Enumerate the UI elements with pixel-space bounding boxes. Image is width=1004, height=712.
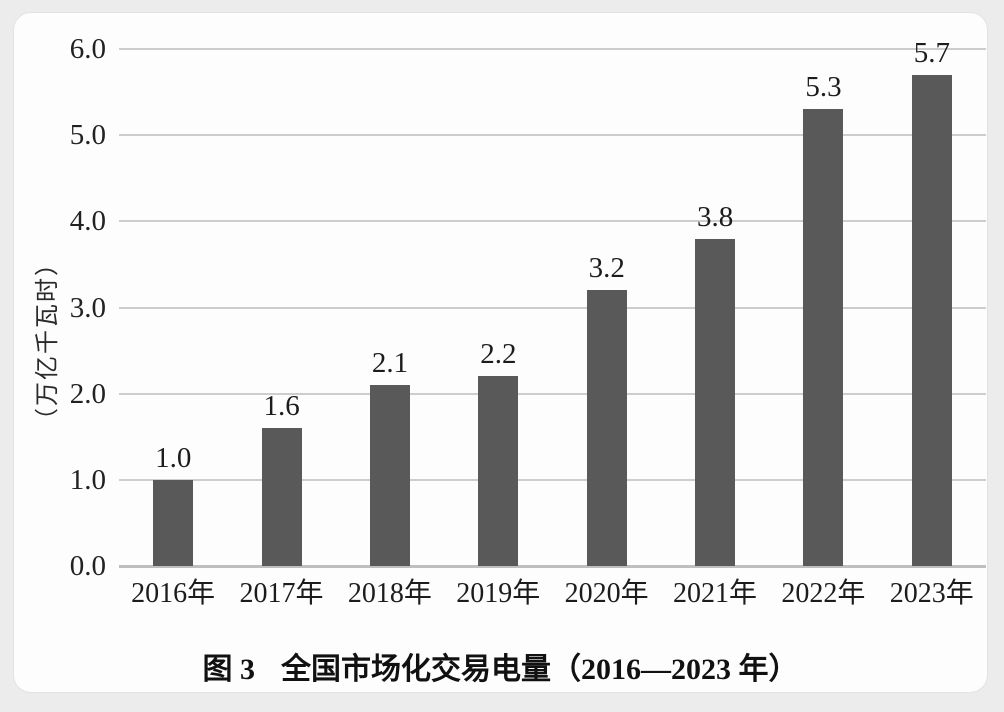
x-axis-line — [119, 565, 986, 568]
x-tick-label: 2016年 — [131, 578, 216, 609]
bar — [369, 385, 410, 566]
gridline — [119, 134, 986, 137]
x-tick-label: 2022年 — [781, 578, 866, 609]
y-tick-label: 0.0 — [69, 550, 106, 582]
y-tick-label: 2.0 — [69, 377, 106, 410]
bar — [153, 479, 194, 566]
y-tick-label: 6.0 — [69, 33, 106, 65]
x-tick-label: 2023年 — [889, 578, 974, 609]
gridline — [119, 220, 986, 223]
bar — [478, 376, 519, 566]
y-tick-label: 3.0 — [69, 291, 106, 324]
x-tick-label: 2020年 — [564, 578, 649, 609]
y-axis-title: （万亿千瓦时） — [35, 250, 61, 432]
bar — [911, 74, 952, 566]
x-tick-label: 2019年 — [456, 578, 541, 609]
y-tick-label: 1.0 — [69, 463, 106, 496]
figure-card: （万亿千瓦时） 0.0 1.0 2.0 3.0 4.0 5.0 6.0 1.0 2016年 1.6… — [13, 12, 988, 693]
bar-chart: （万亿千瓦时） 0.0 1.0 2.0 3.0 4.0 5.0 6.0 1.0 2016年 1.6… — [14, 13, 987, 692]
bar-value-label: 5.7 — [913, 36, 950, 69]
bar — [695, 238, 736, 566]
bar — [803, 109, 844, 566]
gridline — [119, 48, 986, 50]
gridline — [119, 478, 986, 481]
gridline — [119, 392, 986, 395]
figure-title: 全国市场化交易电量（2016—2023 年） — [281, 653, 799, 686]
bar-value-label: 2.1 — [371, 347, 409, 380]
bar-value-label: 3.2 — [588, 252, 625, 285]
figure-number: 图 3 — [202, 653, 256, 686]
y-tick-label: 5.0 — [69, 119, 106, 152]
x-tick-label: 2017年 — [239, 578, 324, 609]
bar — [586, 290, 627, 566]
bar-value-label: 5.3 — [805, 71, 842, 104]
bar-value-label: 2.2 — [480, 338, 517, 371]
y-tick-label: 4.0 — [69, 205, 106, 238]
bar-value-label: 1.0 — [155, 441, 192, 474]
bar — [261, 428, 302, 566]
bar-value-label: 1.6 — [263, 390, 300, 423]
x-tick-label: 2018年 — [347, 578, 432, 609]
figure-caption: 图 3 全国市场化交易电量（2016—2023 年） — [14, 644, 987, 688]
gridline — [119, 306, 986, 309]
x-tick-label: 2021年 — [673, 578, 758, 609]
bar-value-label: 3.8 — [696, 200, 734, 233]
